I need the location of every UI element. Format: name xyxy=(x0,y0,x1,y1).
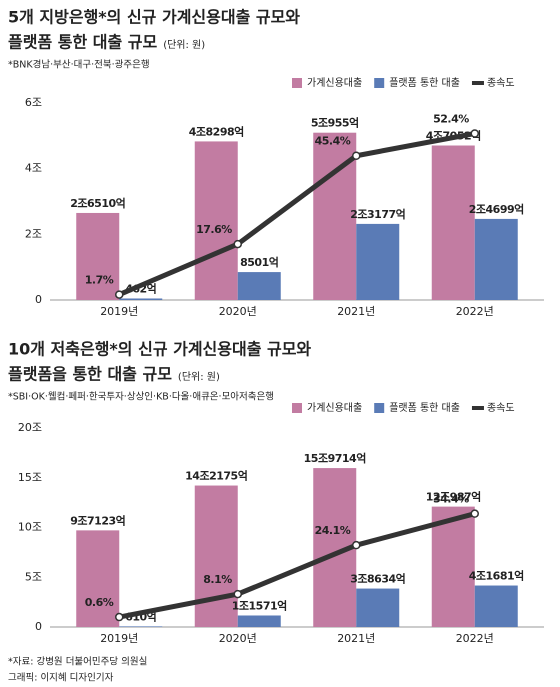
line-point xyxy=(233,239,242,249)
x-tick-label: 2019년 xyxy=(100,632,138,645)
line-point xyxy=(470,509,479,518)
value-label: 34.4% xyxy=(433,493,469,506)
bar xyxy=(237,615,281,627)
x-tick-label: 2021년 xyxy=(337,632,375,645)
value-label: 0.6% xyxy=(85,596,114,609)
y-tick-label: 4조 xyxy=(25,162,42,175)
legend-label: 종속도 xyxy=(487,77,515,89)
credit: 그래픽: 이지혜 디자인기자 xyxy=(8,672,114,684)
value-label: 1조1571억 xyxy=(232,599,287,612)
bar xyxy=(237,272,281,300)
value-label: 2조4699억 xyxy=(469,203,524,216)
x-tick-label: 2022년 xyxy=(456,632,494,645)
line-point xyxy=(352,151,361,160)
y-tick-label: 0 xyxy=(35,293,42,306)
bar xyxy=(356,588,400,627)
bar xyxy=(76,212,120,300)
legend-label: 가계신용대출 xyxy=(307,77,362,89)
y-tick-label: 10조 xyxy=(18,521,42,534)
value-label: 8.1% xyxy=(203,573,232,586)
bar xyxy=(431,145,475,300)
bar xyxy=(194,141,238,300)
value-label: 5조955억 xyxy=(311,117,359,130)
unit-label: (단위: 원) xyxy=(163,38,205,51)
legend-swatch xyxy=(374,403,385,413)
line-point xyxy=(115,290,124,299)
bar xyxy=(356,223,400,300)
y-tick-label: 15조 xyxy=(18,471,42,484)
y-tick-label: 20조 xyxy=(18,421,42,434)
line xyxy=(118,511,476,620)
y-tick-label: 5조 xyxy=(25,570,42,583)
x-tick-label: 2020년 xyxy=(219,305,257,318)
x-tick-label: 2021년 xyxy=(337,305,375,318)
bar xyxy=(119,626,163,627)
line-point xyxy=(115,612,124,622)
unit-label: (단위: 원) xyxy=(178,370,220,383)
line-point xyxy=(233,589,242,599)
legend-swatch xyxy=(374,78,385,88)
value-label: 462억 xyxy=(125,282,156,295)
bar xyxy=(76,530,120,627)
legend-swatch xyxy=(292,403,302,413)
chart-title: 플랫폼 통한 대출 규모 xyxy=(8,33,157,52)
line-point xyxy=(470,129,479,138)
y-tick-label: 0 xyxy=(35,620,42,633)
legend-swatch xyxy=(471,406,484,410)
y-tick-label: 2조 xyxy=(25,227,42,240)
value-label: 14조2175억 xyxy=(185,470,247,483)
legend-label: 플랫폼 통한 대출 xyxy=(389,77,460,89)
value-label: 9조7123억 xyxy=(70,514,125,527)
value-label: 1.7% xyxy=(85,274,114,287)
bar xyxy=(119,298,163,300)
note: *BNK경남·부산·대구·전북·광주은행 xyxy=(8,59,150,71)
source: *자료: 강병원 더불어민주당 의원실 xyxy=(8,657,147,668)
chart-title: 10개 저축은행*의 신규 가계신용대출 규모와 xyxy=(8,340,311,359)
value-label: 12조987억 xyxy=(426,491,481,504)
bar xyxy=(431,506,475,627)
bar xyxy=(474,585,518,627)
value-label: 4조8298억 xyxy=(189,125,244,138)
legend-label: 종속도 xyxy=(487,402,515,414)
chart-title: 플랫폼을 통한 대출 규모 xyxy=(8,365,172,384)
value-label: 17.6% xyxy=(196,223,232,236)
x-tick-label: 2019년 xyxy=(100,305,138,318)
value-label: 52.4% xyxy=(433,113,469,126)
value-label: 8501억 xyxy=(240,256,278,269)
value-label: 24.1% xyxy=(315,524,351,537)
legend-label: 플랫폼 통한 대출 xyxy=(389,402,460,414)
value-label: 4조1681억 xyxy=(469,570,524,583)
value-label: 15조9714억 xyxy=(304,452,366,465)
value-label: 3조8634억 xyxy=(350,573,405,586)
value-label: 2조3177억 xyxy=(350,208,405,221)
legend-label: 가계신용대출 xyxy=(307,402,362,414)
legend-swatch xyxy=(292,78,302,88)
value-label: 45.4% xyxy=(315,135,351,148)
value-label: 2조6510억 xyxy=(70,197,125,210)
line xyxy=(118,131,476,297)
x-tick-label: 2022년 xyxy=(456,305,494,318)
note: *SBI·OK·웰컴·페퍼·한국투자·상상인·KB·다올·애큐온·모아저축은행 xyxy=(8,391,274,403)
line-point xyxy=(352,540,361,550)
chart-title: 5개 지방은행*의 신규 가계신용대출 규모와 xyxy=(8,8,300,27)
y-tick-label: 6조 xyxy=(25,96,42,109)
bar xyxy=(474,218,518,300)
legend-swatch xyxy=(471,81,484,85)
x-tick-label: 2020년 xyxy=(219,632,257,645)
